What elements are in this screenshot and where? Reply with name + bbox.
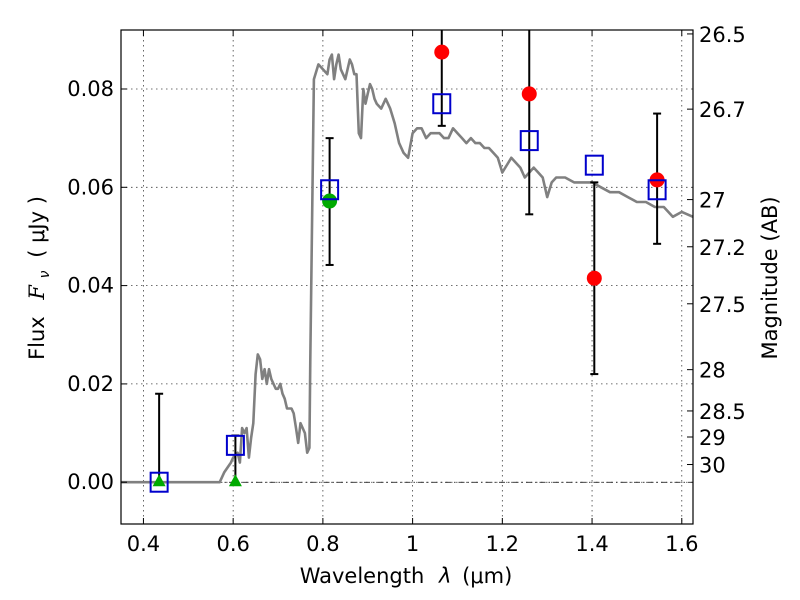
magnitude-tick-label: 27.5 <box>699 293 746 317</box>
model-photometry-square <box>225 434 245 456</box>
plot-frame <box>120 29 694 525</box>
model-photometry-square <box>432 93 452 115</box>
y-tick-label: 0.06 <box>67 175 114 199</box>
y-tick-label: 0.00 <box>67 470 114 494</box>
model-photometry-square <box>584 154 604 176</box>
x-tick-label: 1.6 <box>665 532 698 556</box>
x-tick-label: 1 <box>406 532 419 556</box>
y-tick-label: 0.08 <box>67 77 114 101</box>
data-point <box>322 193 338 209</box>
model-photometry-square <box>647 179 667 201</box>
x-tick-label: 1.2 <box>486 532 519 556</box>
model-photometry-square <box>320 179 340 201</box>
magnitude-tick-label: 30 <box>699 454 726 478</box>
grid-layer <box>121 30 693 524</box>
x-axis-label-symbol: λ <box>438 564 451 588</box>
y-axis-label-subscript: ν <box>37 270 53 278</box>
upper-limit-marker <box>228 474 242 487</box>
data-point <box>586 270 602 286</box>
x-tick-label: 0.8 <box>306 532 339 556</box>
sed-model-line <box>121 53 694 484</box>
model-photometry-square <box>149 471 169 493</box>
y2-axis-label: Magnitude (AB) <box>758 196 782 359</box>
magnitude-tick-label: 28 <box>699 359 726 383</box>
x-axis-label-unit: (μm) <box>462 564 512 588</box>
data-points <box>152 44 665 487</box>
magnitude-tick-label: 27 <box>699 189 726 213</box>
y-axis-label-unit: ( μJy ) <box>25 196 49 258</box>
marks-layer <box>149 30 667 493</box>
model-photometry-square <box>519 130 539 152</box>
y-axis-label: Flux F ν ( μJy ) <box>25 196 54 360</box>
upper-limit-marker <box>152 474 166 487</box>
x-axis-label-text: Wavelength <box>300 564 425 588</box>
ticks-layer: 0.4 0.6 0.8 1 1.2 1.4 1.6 0.00 0.02 0.04 0.06 0.08 2… <box>67 23 746 556</box>
y-tick-label: 0.02 <box>67 372 114 396</box>
x-axis-label: Wavelength λ (μm) <box>300 564 513 588</box>
magnitude-tick-label: 26.5 <box>699 23 746 47</box>
y-axis-label-symbol: F <box>25 284 49 301</box>
y-tick-label: 0.04 <box>67 274 114 298</box>
x-tick-label: 1.4 <box>575 532 608 556</box>
y-axis-label-text: Flux <box>25 316 49 360</box>
magnitude-tick-label: 28.5 <box>699 400 746 424</box>
data-point <box>434 44 450 60</box>
magnitude-tick-label: 29 <box>699 426 726 450</box>
x-tick-label: 0.4 <box>127 532 160 556</box>
magnitude-tick-label: 27.2 <box>699 236 746 260</box>
error-bars <box>155 30 662 483</box>
x-tick-label: 0.6 <box>216 532 249 556</box>
data-point <box>521 86 537 102</box>
magnitude-tick-label: 26.7 <box>699 98 746 122</box>
model-photometry-points <box>149 93 667 493</box>
